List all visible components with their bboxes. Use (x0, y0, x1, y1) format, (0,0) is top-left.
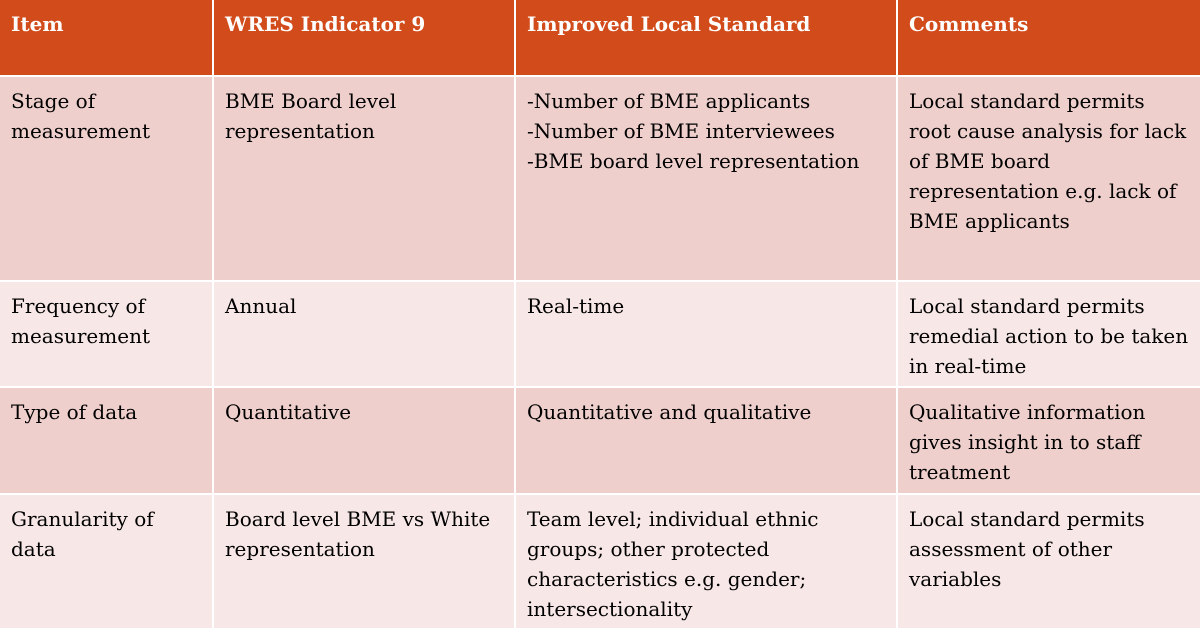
row-comments-cell: Qualitative information gives insight in… (898, 388, 1200, 495)
row-comments-cell: Local standard permits remedial action t… (898, 282, 1200, 388)
row-item-cell: Frequency of measurement (0, 282, 214, 388)
local-line: -Number of BME applicants (527, 89, 811, 113)
local-line: Team level; individual ethnic groups; ot… (527, 507, 819, 621)
row-comments-cell: Local standard permits assessment of oth… (898, 495, 1200, 630)
row-comments-cell: Local standard permits root cause analys… (898, 77, 1200, 282)
row-wres-cell: Annual (214, 282, 516, 388)
row-item-cell: Granularity of data (0, 495, 214, 630)
header-improved-local-standard: Improved Local Standard (516, 0, 898, 77)
header-comments: Comments (898, 0, 1200, 77)
row-item-cell: Type of data (0, 388, 214, 495)
header-wres-indicator: WRES Indicator 9 (214, 0, 516, 77)
row-local-cell: Real-time (516, 282, 898, 388)
header-item: Item (0, 0, 214, 77)
row-local-cell: Team level; individual ethnic groups; ot… (516, 495, 898, 630)
local-line: -Number of BME interviewees (527, 119, 835, 143)
row-local-cell: -Number of BME applicants -Number of BME… (516, 77, 898, 282)
local-line: Real-time (527, 294, 625, 318)
row-wres-cell: Quantitative (214, 388, 516, 495)
row-wres-cell: Board level BME vs White representation (214, 495, 516, 630)
row-item-cell: Stage of measurement (0, 77, 214, 282)
row-wres-cell: BME Board level representation (214, 77, 516, 282)
row-local-cell: Quantitative and qualitative (516, 388, 898, 495)
local-line: -BME board level representation (527, 149, 860, 173)
local-line: Quantitative and qualitative (527, 400, 812, 424)
